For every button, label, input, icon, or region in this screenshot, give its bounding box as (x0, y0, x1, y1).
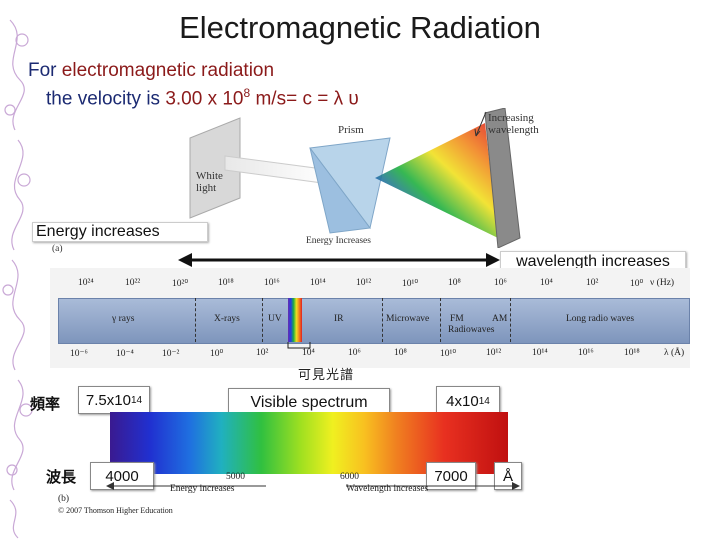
energy-increases-box: Energy increases (32, 222, 208, 242)
projection-screen (484, 108, 521, 248)
region-am: AM (492, 314, 508, 324)
wavelength-label: 波長 (46, 468, 77, 486)
bottom-tick: 10⁻⁴ (116, 349, 134, 359)
top-tick: 10¹⁶ (264, 278, 280, 288)
energy-increases-bottom: Energy increases (170, 484, 235, 494)
region-uv: UV (268, 314, 282, 324)
region-divider (382, 298, 383, 342)
visible-spectrum-chinese-title: 可見光譜 (298, 368, 355, 383)
region-divider (195, 298, 196, 342)
top-tick: 10⁶ (494, 278, 507, 288)
frequency-high-value: 7.5x10 (85, 391, 131, 409)
increasing-wavelength-label: Increasing wavelength (488, 112, 539, 136)
visible-band (288, 298, 302, 342)
copyright-text: © 2007 Thomson Higher Education (58, 506, 173, 515)
intro-line-2: the velocity is 3.00 x 108 m/s= c = λ υ (46, 86, 359, 110)
bottom-tick: 10² (256, 348, 269, 358)
top-tick: 10⁸ (448, 278, 461, 288)
wavelength-short-box: 4000 (90, 462, 154, 490)
top-tick: 10⁴ (540, 278, 553, 288)
bottom-tick: 10¹⁸ (624, 348, 640, 358)
velocity-exponent: 8 (243, 86, 251, 100)
intro-line-2-prefix: the velocity is (46, 88, 166, 110)
wavelength-long-box: 7000 (426, 462, 476, 490)
bottom-tick: 10⁰ (210, 349, 224, 359)
em-spectrum-bar (58, 298, 690, 344)
visible-spectrum-text: Visible spectrum (250, 394, 368, 411)
top-tick: 10¹² (356, 278, 372, 288)
bottom-unit: λ (Å) (664, 348, 685, 358)
wavelength-long-value: 7000 (434, 467, 468, 485)
slit-plate (189, 117, 241, 219)
frequency-high-box: 7.5x10 14 (78, 386, 150, 414)
region-divider (440, 298, 441, 342)
top-unit: ν (Hz) (650, 278, 675, 288)
intro-line-1-prefix: For (28, 60, 62, 81)
page-title: Electromagnetic Radiation (179, 10, 541, 45)
top-tick: 10²² (125, 278, 141, 288)
top-tick: 10² (586, 278, 599, 288)
bottom-tick: 10⁶ (348, 348, 361, 358)
double-headed-arrow-icon (178, 253, 500, 267)
frequency-label: 頻率 (30, 395, 61, 413)
prism-illustration (189, 108, 521, 248)
frequency-high-exp: 14 (130, 394, 143, 406)
bottom-tick: 10⁻² (162, 349, 180, 359)
intro-line-1-highlight: electromagnetic radiation (61, 60, 275, 81)
top-tick: 10⁰ (630, 279, 644, 289)
bottom-tick: 10¹⁶ (578, 348, 594, 358)
bottom-tick: 10⁴ (302, 348, 315, 358)
top-tick: 10¹⁰ (402, 279, 419, 289)
bottom-arrows (106, 482, 520, 490)
region-microwave: Microwave (386, 314, 430, 324)
region-x-rays: X-rays (214, 314, 240, 324)
tick-5000: 5000 (226, 472, 245, 482)
decorative-swirl-border (2, 19, 33, 539)
bottom-tick: 10⁸ (394, 348, 407, 358)
panel-b-label: (b) (58, 494, 70, 504)
panel-a-label: (a) (52, 244, 63, 254)
wavelength-short-value: 4000 (105, 467, 139, 485)
angstrom-unit: Å (502, 467, 513, 485)
intro-line-2-suffix: m/s= c = λ υ (250, 88, 359, 110)
region-divider (510, 298, 511, 342)
increasing-wavelength-arrow-icon (474, 111, 487, 137)
frequency-low-value: 4x10 (446, 392, 479, 410)
top-tick: 10¹⁴ (310, 278, 326, 288)
top-tick: 10²⁴ (78, 278, 94, 288)
frequency-low-exp: 14 (478, 395, 490, 407)
wavelength-increases-text: wavelength increases (516, 253, 670, 270)
region-long-radio-waves: Long radio waves (566, 314, 635, 324)
intro-line-1: For electromagnetic radiation (28, 60, 274, 82)
region-ir: IR (334, 314, 344, 324)
white-light-label: White light (196, 170, 223, 194)
prism-label: Prism (338, 124, 364, 136)
wavelength-increases-bottom: Wavelength increases (346, 484, 429, 494)
region-fm: FM (450, 314, 464, 324)
velocity-value: 3.00 x 10 (165, 88, 244, 110)
tick-6000: 6000 (340, 472, 359, 482)
wavelength-increases-box: wavelength increases (500, 251, 686, 273)
energy-increases-text: Energy increases (36, 223, 160, 240)
region-divider (262, 298, 263, 342)
region-gamma-rays: γ rays (112, 314, 135, 324)
bottom-tick: 10⁻⁶ (70, 349, 88, 359)
top-tick: 10¹⁸ (218, 278, 234, 288)
region-radiowaves: Radiowaves (448, 325, 495, 335)
top-tick: 10²⁰ (172, 279, 189, 289)
dispersed-spectrum (375, 123, 498, 238)
bottom-tick: 10¹⁴ (532, 348, 548, 358)
frequency-low-box: 4x10 14 (436, 386, 500, 416)
visible-bracket (287, 342, 311, 349)
energy-increases-small-label: Energy Increases (306, 236, 371, 246)
bottom-tick: 10¹⁰ (440, 349, 457, 359)
bottom-tick: 10¹² (486, 348, 502, 358)
